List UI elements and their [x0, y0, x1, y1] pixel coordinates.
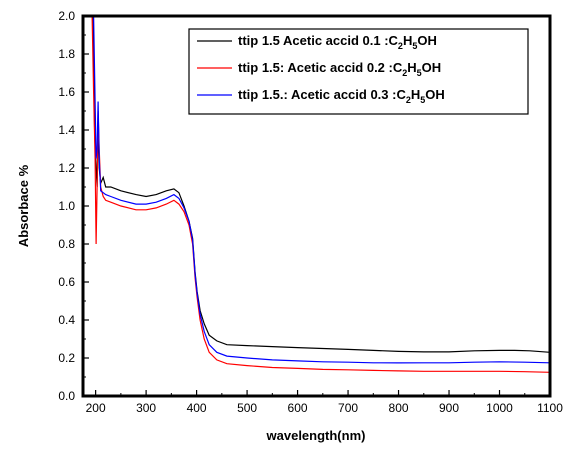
x-tick-label: 600 — [288, 401, 308, 415]
y-tick-label: 0.0 — [58, 389, 75, 403]
y-tick-label: 1.6 — [58, 85, 75, 99]
legend-box — [188, 28, 529, 115]
y-tick-label: 1.0 — [58, 199, 75, 213]
legend-label-3: ttip 1.5.: Acetic accid 0.3 :C2H5OH — [238, 87, 445, 105]
y-tick-label: 0.6 — [58, 275, 75, 289]
y-tick-label: 0.2 — [58, 351, 75, 365]
x-tick-label: 700 — [338, 401, 358, 415]
legend: ttip 1.5 Acetic accid 0.1 :C2H5OH ttip 1.… — [188, 28, 529, 115]
x-tick-label: 1100 — [537, 401, 563, 415]
x-axis: 200 300 400 500 600 700 800 900 1000 1100 — [86, 390, 563, 415]
y-tick-label: 0.8 — [58, 237, 75, 251]
y-tick-label: 2.0 — [58, 9, 75, 23]
y-axis-title: Absorbace % — [16, 164, 31, 247]
x-axis-title: wavelength(nm) — [266, 428, 366, 443]
x-tick-label: 200 — [86, 401, 106, 415]
series-layer — [91, 15, 551, 373]
x-tick-label: 800 — [389, 401, 409, 415]
x-tick-label: 300 — [136, 401, 156, 415]
y-tick-label: 1.2 — [58, 161, 75, 175]
x-tick-label: 900 — [439, 401, 459, 415]
x-tick-label: 500 — [237, 401, 257, 415]
y-axis: 0.0 0.2 0.4 0.6 0.8 1.0 1.2 1.4 1.6 1.8 2.0 — [58, 9, 89, 403]
x-tick-label: 1000 — [486, 401, 513, 415]
series-line-3 — [93, 15, 551, 364]
y-tick-label: 0.4 — [58, 313, 75, 327]
x-tick-label: 400 — [187, 401, 207, 415]
y-tick-label: 1.4 — [58, 123, 75, 137]
legend-label-1: ttip 1.5 Acetic accid 0.1 :C2H5OH — [238, 33, 437, 51]
y-tick-label: 1.8 — [58, 47, 75, 61]
legend-label-2: ttip 1.5: Acetic accid 0.2 :C2H5OH — [238, 60, 441, 78]
